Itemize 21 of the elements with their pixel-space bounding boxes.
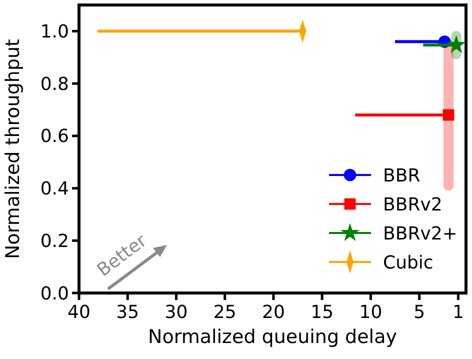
y-axis-title: Normalized throughput: [2, 39, 24, 259]
y-tick-label: 0.6: [40, 126, 69, 148]
y-tick-label: 0.0: [40, 283, 69, 304]
x-tick-label: 5: [414, 302, 426, 323]
x-tick-label: 1: [452, 302, 464, 323]
y-tick-label: 1.0: [40, 21, 69, 42]
legend-label: BBRv2: [383, 194, 442, 216]
y-tick-label: 0.2: [40, 230, 69, 252]
x-axis-title: Normalized queuing delay: [148, 326, 397, 348]
x-tick-label: 15: [310, 302, 334, 323]
x-tick-label: 10: [359, 302, 382, 323]
y-tick-label: 0.8: [40, 74, 69, 95]
x-tick-label: 25: [213, 302, 236, 323]
y-tick-label: 0.4: [40, 178, 69, 200]
x-tick-label: 20: [262, 302, 285, 323]
legend-label: BBRv2+: [383, 223, 458, 244]
x-tick-label: 30: [164, 302, 188, 323]
legend-label: Cubic: [383, 252, 434, 274]
x-tick-label: 35: [116, 302, 140, 323]
legend-label: BBR: [383, 165, 420, 186]
x-tick-label: 40: [68, 302, 90, 323]
